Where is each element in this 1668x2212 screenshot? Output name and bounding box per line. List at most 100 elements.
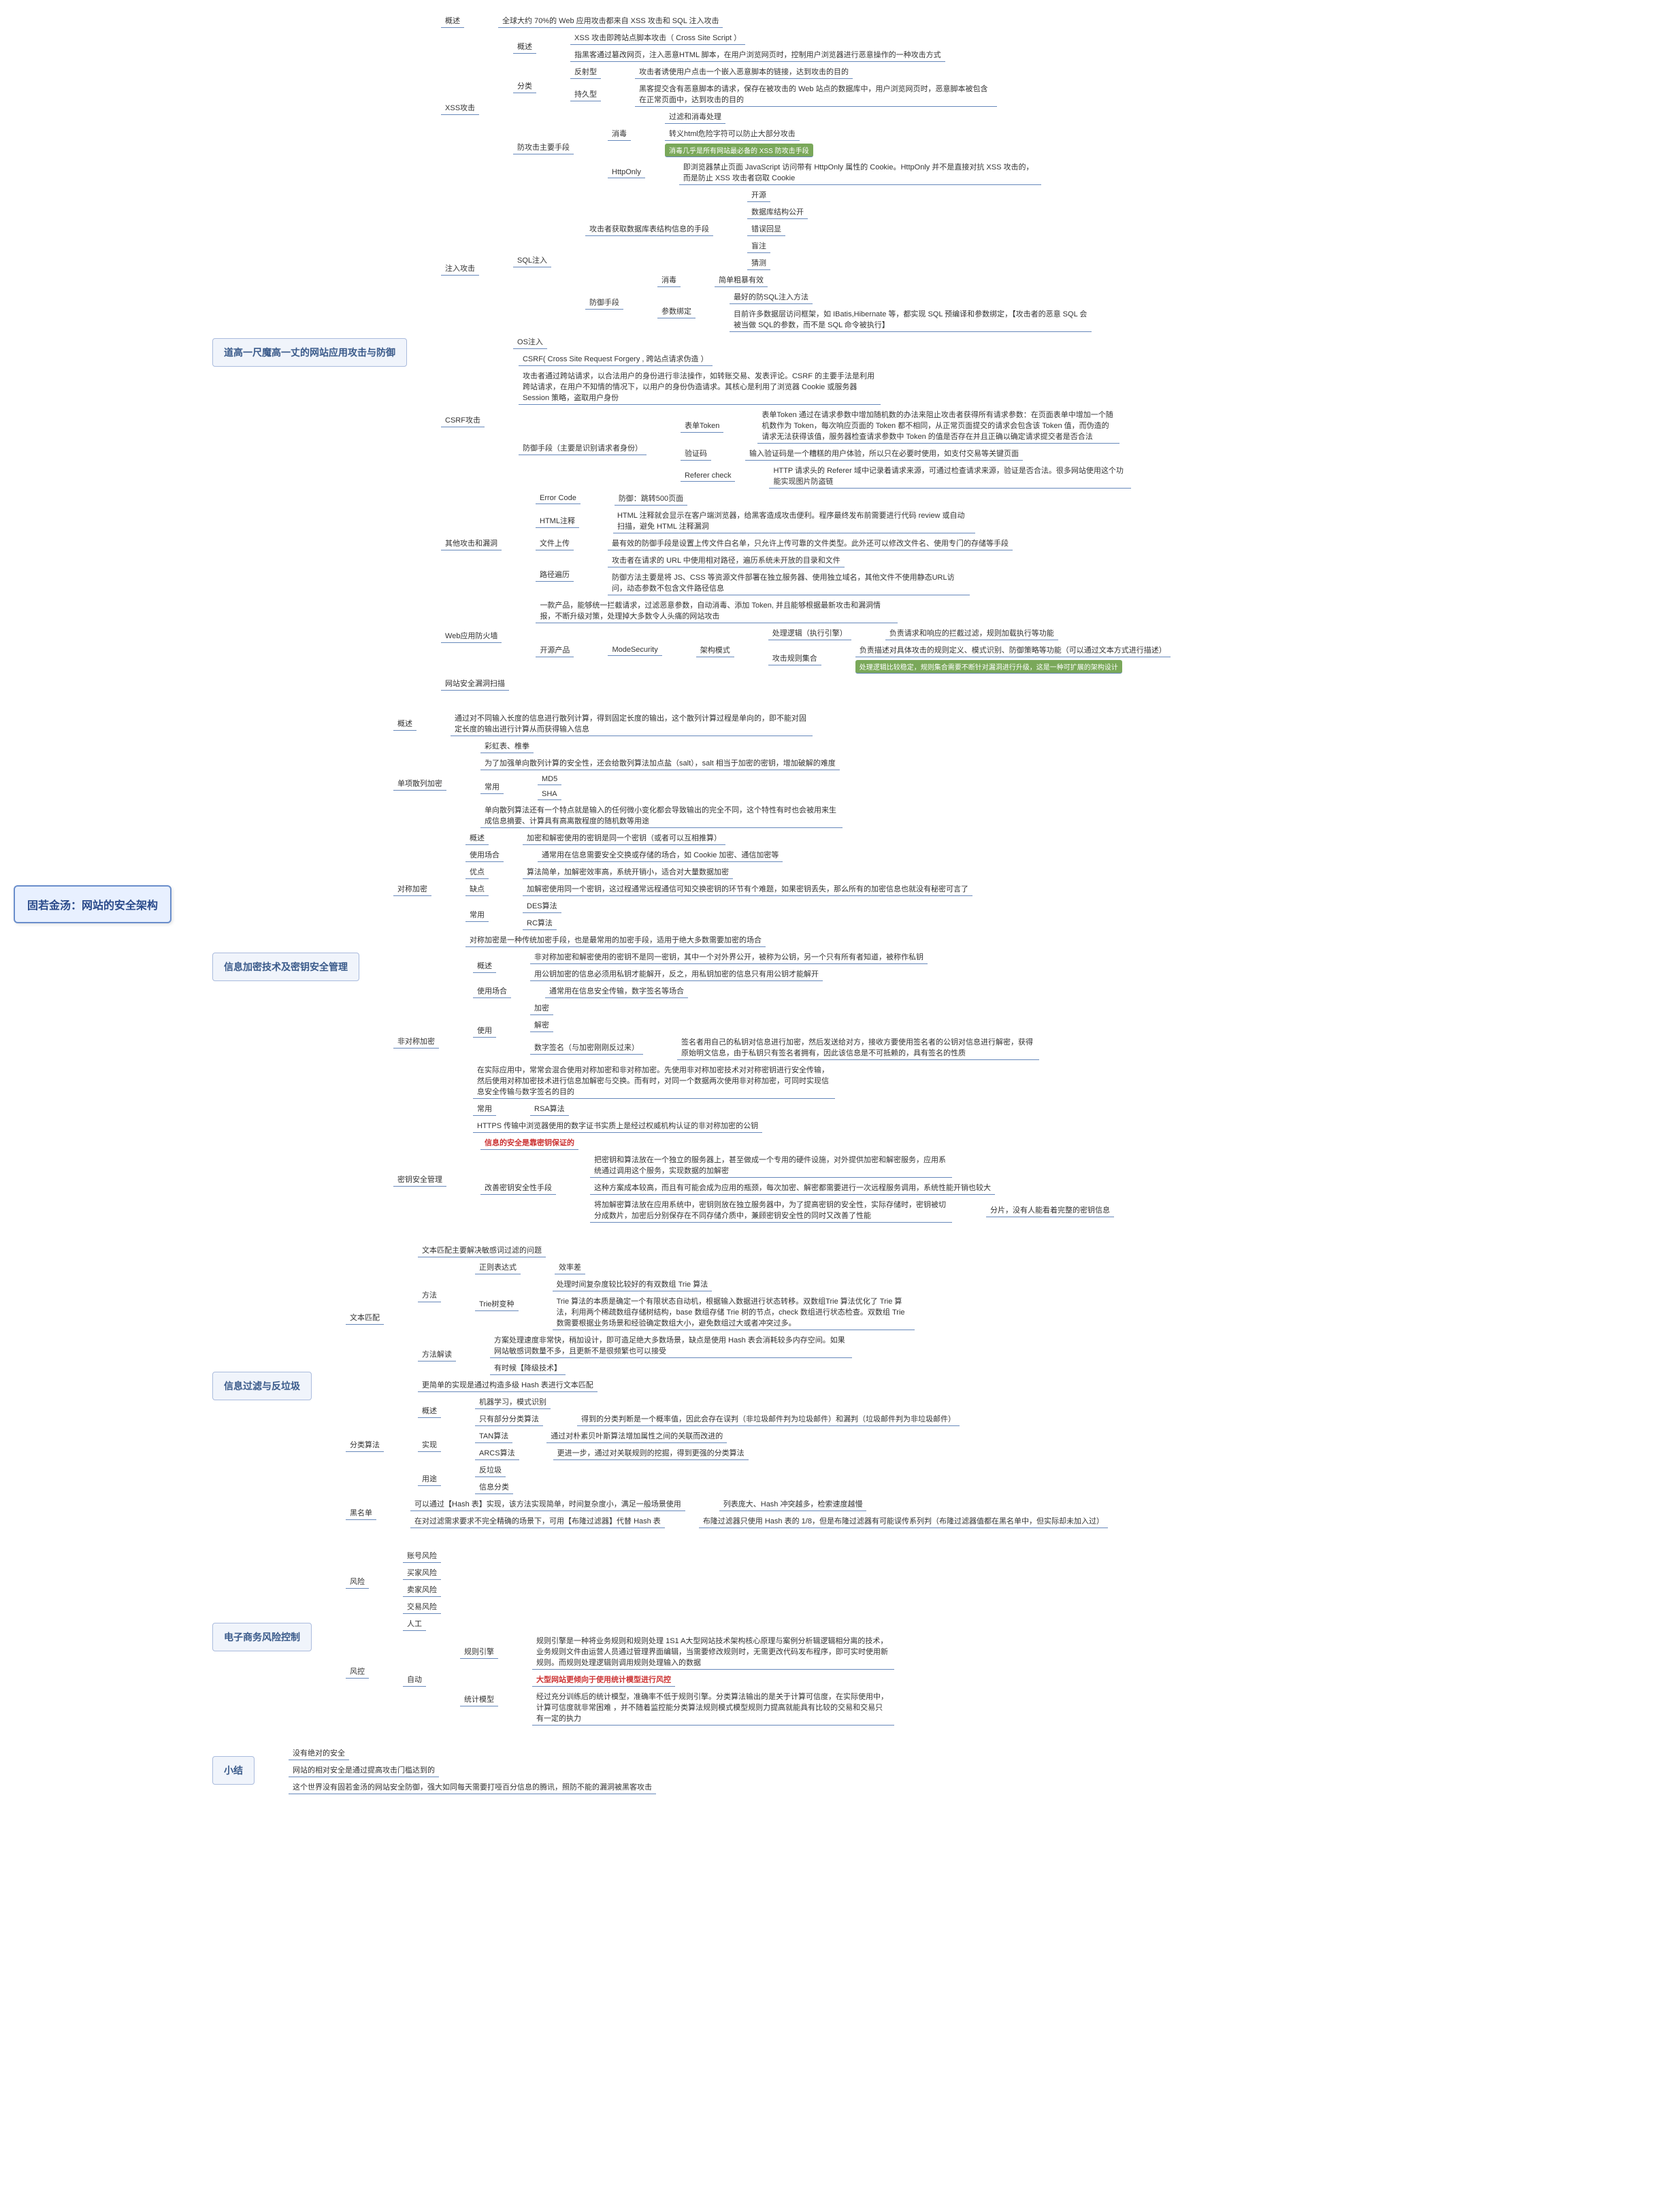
mindmap-root: 固若金汤：网站的安全架构 道高一尺魔高一丈的网站应用攻击与防御概述全球大约 70… xyxy=(14,14,1668,1794)
node: 彩虹表、椎拳 xyxy=(480,739,843,753)
node-label: 概述 xyxy=(441,14,464,28)
section-title: 道高一尺魔高一丈的网站应用攻击与防御 xyxy=(212,338,407,367)
node: 方案处理速度非常快，稍加设计，即可造足绝大多数场景，缺点是使用 Hash 表会消… xyxy=(490,1333,852,1358)
node: RC算法 xyxy=(523,916,561,930)
node: 人工 xyxy=(403,1617,894,1631)
node-label: 只有部分分类算法 xyxy=(475,1412,543,1426)
node: 过滤和消毒处理 xyxy=(665,110,813,124)
node-label: 指黑客通过篡改网页，注入恶意HTML 脚本，在用户浏览网页时，控制用户浏览器进行… xyxy=(570,48,945,62)
node-label: 缺点 xyxy=(465,882,489,896)
node: HTML注释HTML 注释就会显示在客户端浏览器，给黑客造成攻击便利。程序最终发… xyxy=(536,508,1013,533)
node-label: 分片，没有人能看着完整的密钥信息 xyxy=(986,1203,1114,1217)
node: 处理逻辑比较稳定，规则集合需要不断针对漏洞进行升级，这是一种可扩展的架构设计 xyxy=(855,660,1171,674)
node: ARCS算法 更进一步，通过对关联规则的挖掘，得到更强的分类算法 xyxy=(475,1446,749,1460)
branches-container: 道高一尺魔高一丈的网站应用攻击与防御概述全球大约 70%的 Web 应用攻击都来… xyxy=(212,14,1171,1794)
section-title: 电子商务风险控制 xyxy=(212,1623,312,1651)
node: 错误回显 xyxy=(747,222,808,236)
node: 防御手段（主要是识别请求者身份）表单Token表单Token 通过在请求参数中增… xyxy=(519,408,1131,489)
node: 攻击者通过跨站请求，以合法用户的身份进行非法操作，如转账交易、发表评论。CSRF… xyxy=(519,369,1131,405)
node-label: 负责请求和响应的拦截过滤，规则加载执行等功能 xyxy=(885,626,1058,640)
node: 加密和解密使用的密钥是同一个密钥（或者可以互相推算） xyxy=(523,831,725,845)
node: 负责请求和响应的拦截过滤，规则加载执行等功能 xyxy=(885,626,1058,640)
node-label: 实现 xyxy=(418,1438,441,1452)
node: 概述机器学习，模式识别只有部分分类算法得到的分类判断是一个概率值，因此会存在误判… xyxy=(418,1395,960,1426)
node: 列表庞大、Hash 冲突越多，检索速度越慢 xyxy=(719,1497,867,1511)
node-label: 路径遍历 xyxy=(536,567,574,582)
node-label: 非对称加密 xyxy=(393,1034,439,1049)
node-label: HTTP 请求头的 Referer 域中记录着请求来源，可通过检查请求来源，验证… xyxy=(769,463,1131,489)
node-label: 对称加密 xyxy=(393,882,431,896)
node: 可以通过【Hash 表】实现，该方法实现简单，时间复杂度小，满足一般场景使用列表… xyxy=(410,1497,1108,1511)
node-label: 更进一步，通过对关联规则的挖掘，得到更强的分类算法 xyxy=(553,1446,749,1460)
node: 持久型 黑客提交含有恶意脚本的请求，保存在被攻击的 Web 站点的数据库中，用户浏… xyxy=(570,82,997,107)
node-label: 其他攻击和漏洞 xyxy=(441,536,502,550)
node-label: 数据库结构公开 xyxy=(747,205,808,219)
node-label: 持久型 xyxy=(570,87,601,101)
node-label: 交易风险 xyxy=(403,1600,441,1614)
node-label: 常用 xyxy=(473,1102,496,1116)
node: 常用RSA算法 xyxy=(473,1102,1039,1116)
node-label: ARCS算法 xyxy=(475,1446,519,1460)
node: 对称加密概述加密和解密使用的密钥是同一个密钥（或者可以互相推算）使用场合通常用在… xyxy=(393,831,1114,947)
node: HTTP 请求头的 Referer 域中记录着请求来源，可通过检查请求来源，验证… xyxy=(769,463,1131,489)
node-label: 在对过滤需求要求不完全精确的场景下，可用【布隆过滤器】代替 Hash 表 xyxy=(410,1514,665,1528)
node: 分类算法概述机器学习，模式识别只有部分分类算法得到的分类判断是一个概率值，因此会… xyxy=(346,1395,1108,1494)
node-label: 最好的防SQL注入方法 xyxy=(730,290,813,304)
node-label: 表单Token xyxy=(681,418,723,433)
node-label: HTML 注释就会显示在客户端浏览器，给黑客造成攻击便利。程序最终发布前需要进行… xyxy=(613,508,975,533)
node-label: 把密钥和算法放在一个独立的服务器上，甚至做成一个专用的硬件设施，对外提供加密和解… xyxy=(590,1153,952,1178)
node-label: 概述 xyxy=(473,959,496,973)
node-label: XSS攻击 xyxy=(441,101,479,115)
node-label: 用公钥加密的信息必须用私钥才能解开，反之，用私钥加密的信息只有用公钥才能解开 xyxy=(530,967,823,981)
node-label: 统计模型 xyxy=(460,1692,498,1706)
node-label: 猜测 xyxy=(747,256,770,270)
node-label: 处理逻辑比较稳定，规则集合需要不断针对漏洞进行升级，这是一种可扩展的架构设计 xyxy=(855,660,1122,674)
node-label: 通过对朴素贝叶斯算法增加属性之间的关联而改进的 xyxy=(546,1429,727,1443)
node-label: 方案处理速度非常快，稍加设计，即可造足绝大多数场景，缺点是使用 Hash 表会消… xyxy=(490,1333,852,1358)
node: 经过充分训练后的统计模型，准确率不低于规则引擎。分类算法输出的是关于计算可信度，… xyxy=(532,1689,894,1726)
node-label: DES算法 xyxy=(523,899,561,913)
node: 黑名单 可以通过【Hash 表】实现，该方法实现简单，时间复杂度小，满足一般场景使… xyxy=(346,1497,1108,1528)
node-label: 彩虹表、椎拳 xyxy=(480,739,534,753)
node: 非对称加密和解密使用的密钥不是同一密钥，其中一个对外界公开，被称为公钥，另一个只… xyxy=(530,950,928,964)
node: 文本匹配文本匹配主要解决敏感词过滤的问题方法正则表达式效率差Trie树变种处理时… xyxy=(346,1243,1108,1392)
node-label: 使用 xyxy=(473,1023,496,1038)
node-label: 在实际应用中，常常会混合使用对称加密和非对称加密。先使用非对称加密技术对对称密钥… xyxy=(473,1063,835,1099)
node-label: 文本匹配 xyxy=(346,1310,384,1325)
node: 大型网站更倾向于使用统计模型进行风控 xyxy=(532,1672,894,1687)
node: 交易风险 xyxy=(403,1600,441,1614)
node: 更简单的实现是通过构造多级 Hash 表进行文本匹配 xyxy=(418,1378,915,1392)
node: XSS攻击概述XSS 攻击即跨站点脚本攻击（ Cross Site Script… xyxy=(441,31,1171,185)
node: 规则引擎规则引擎是一种将业务规则和规则处理 1S1 A大型网站技术架构核心原理与… xyxy=(460,1634,894,1670)
node: 消毒简单粗暴有效 xyxy=(657,273,1092,287)
node: 自动规则引擎规则引擎是一种将业务规则和规则处理 1S1 A大型网站技术架构核心原… xyxy=(403,1634,894,1726)
node-label: 错误回显 xyxy=(747,222,785,236)
node-label: 黑名单 xyxy=(346,1506,376,1520)
node: 黑客提交含有恶意脚本的请求，保存在被攻击的 Web 站点的数据库中，用户浏览网页… xyxy=(635,82,997,107)
node-label: SHA xyxy=(538,789,561,800)
node: TAN算法通过对朴素贝叶斯算法增加属性之间的关联而改进的 xyxy=(475,1429,749,1443)
node-label: 转义html危险字符可以防止大部分攻击 xyxy=(665,127,800,141)
node: Trie树变种处理时间复杂度较比较好的有双数组 Trie 算法Trie 算法的本… xyxy=(475,1277,915,1330)
node: 处理时间复杂度较比较好的有双数组 Trie 算法 xyxy=(553,1277,915,1291)
node: SQL注入攻击者获取数据库表结构信息的手段开源数据库结构公开错误回显盲注猜测防御… xyxy=(513,188,1092,332)
node-label: 有时候【降级技术】 xyxy=(490,1361,566,1375)
node: 有时候【降级技术】 xyxy=(490,1361,852,1375)
section-title: 信息过滤与反垃圾 xyxy=(212,1372,312,1400)
node-label: 防御手段（主要是识别请求者身份） xyxy=(519,441,647,455)
node-label: SQL注入 xyxy=(513,253,551,267)
node-label: HttpOnly xyxy=(608,167,645,178)
node: 参数绑定最好的防SQL注入方法目前许多数据层访问框架，如 IBatis,Hibe… xyxy=(657,290,1092,332)
node: 消毒几乎是所有网站最必备的 XSS 防攻击手段 xyxy=(665,144,813,157)
node: 机器学习，模式识别 xyxy=(475,1395,960,1409)
node: 简单粗暴有效 xyxy=(715,273,768,287)
node: 没有绝对的安全 xyxy=(289,1746,656,1760)
node: 盲注 xyxy=(747,239,808,253)
node: 信息的安全是靠密钥保证的 xyxy=(480,1136,1114,1150)
node: 方法正则表达式效率差Trie树变种处理时间复杂度较比较好的有双数组 Trie 算… xyxy=(418,1260,915,1330)
node-label: 改善密钥安全性手段 xyxy=(480,1181,556,1195)
node-label: 解密 xyxy=(530,1018,553,1032)
node: 架构模式处理逻辑（执行引擎）负责请求和响应的拦截过滤，规则加载执行等功能攻击规则… xyxy=(696,626,1171,674)
node-label: 网站的相对安全是通过提高攻击门槛达到的 xyxy=(289,1763,439,1777)
node: 实现 TAN算法通过对朴素贝叶斯算法增加属性之间的关联而改进的 ARCS算法 更进一步… xyxy=(418,1429,960,1460)
